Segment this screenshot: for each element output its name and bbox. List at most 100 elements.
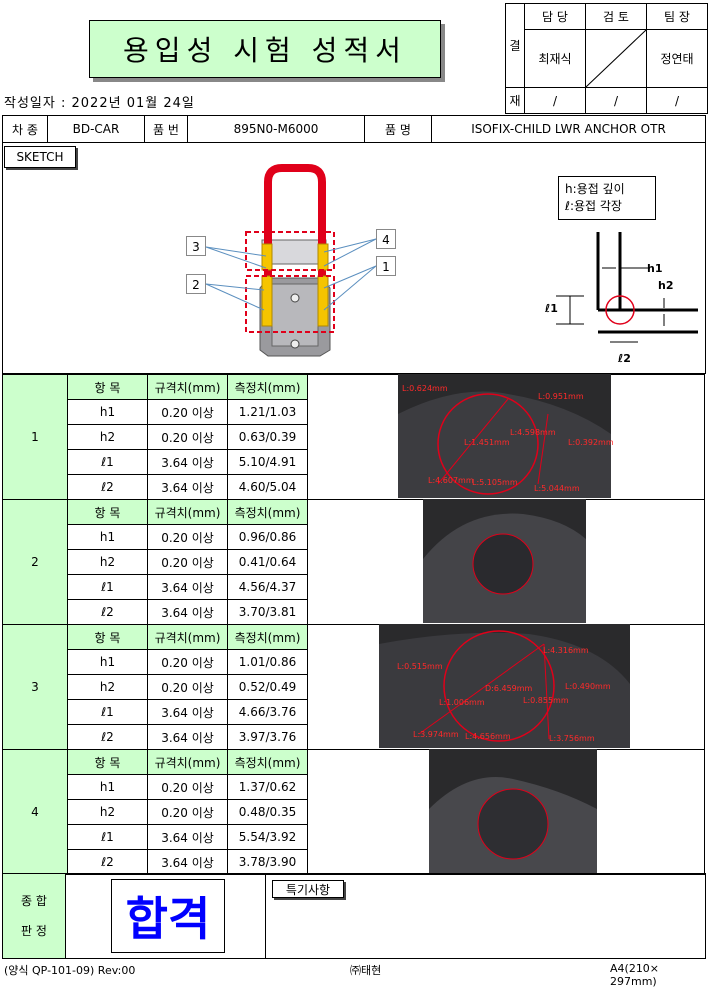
- table-row: ℓ1 3.64 이상 4.66/3.76: [3, 699, 705, 725]
- item-header: 항 목: [67, 499, 148, 525]
- approval-date-staff: /: [524, 87, 586, 114]
- approval-header-review: 검 토: [585, 3, 647, 30]
- cell-measured: 0.41/0.64: [227, 549, 308, 575]
- verdict-label-1: 종 합: [21, 894, 47, 908]
- car-value: BD-CAR: [47, 115, 145, 143]
- cell-measured: 4.66/3.76: [227, 699, 308, 725]
- table-row: h1 0.20 이상 0.96/0.86: [3, 524, 705, 550]
- cell-measured: 3.70/3.81: [227, 599, 308, 625]
- cell-spec: 0.20 이상: [147, 524, 228, 550]
- cell-item: ℓ1: [67, 449, 148, 475]
- footer-form-code: (양식 QP-101-09) Rev:00: [4, 964, 136, 977]
- measured-header: 측정치(mm): [227, 624, 308, 650]
- part-name-value: ISOFIX-CHILD LWR ANCHOR OTR: [431, 115, 706, 143]
- spec-header: 규격치(mm): [147, 374, 228, 400]
- cell-spec: 0.20 이상: [147, 674, 228, 700]
- car-label: 차 종: [2, 115, 48, 143]
- label-l2: ℓ2: [618, 352, 631, 365]
- cell-item: ℓ1: [67, 824, 148, 850]
- cell-item: h2: [67, 799, 148, 825]
- cell-measured: 3.78/3.90: [227, 849, 308, 875]
- cell-spec: 0.20 이상: [147, 424, 228, 450]
- item-header: 항 목: [67, 624, 148, 650]
- table-row: ℓ2 3.64 이상 3.78/3.90: [3, 849, 705, 875]
- cell-spec: 0.20 이상: [147, 774, 228, 800]
- cell-spec: 3.64 이상: [147, 724, 228, 750]
- date-value: 2022년 01월 24일: [71, 96, 195, 111]
- callout-2: 2: [186, 274, 206, 294]
- weld-cross-section-diagram: [556, 232, 698, 343]
- approval-side-label-1: 결: [505, 3, 525, 88]
- item-header: 항 목: [67, 749, 148, 775]
- approval-header-leader: 팀 장: [646, 3, 708, 30]
- group-number: 1: [2, 374, 68, 500]
- verdict-label-cell: 종 합 판 정: [2, 873, 66, 959]
- part-name-label: 품 명: [364, 115, 432, 143]
- measured-header: 측정치(mm): [227, 749, 308, 775]
- cell-spec: 3.64 이상: [147, 574, 228, 600]
- cell-item: ℓ1: [67, 574, 148, 600]
- cell-item: ℓ2: [67, 474, 148, 500]
- cell-measured: 5.10/4.91: [227, 449, 308, 475]
- spec-header: 규격치(mm): [147, 749, 228, 775]
- cell-item: ℓ2: [67, 599, 148, 625]
- label-h1: h1: [647, 262, 663, 275]
- remarks-button[interactable]: 특기사항: [272, 880, 344, 898]
- cell-item: h2: [67, 424, 148, 450]
- cell-item: h2: [67, 549, 148, 575]
- weld-legend: h:용접 깊이 ℓ:용접 각장: [558, 176, 656, 220]
- cell-measured: 4.60/5.04: [227, 474, 308, 500]
- spec-header: 규격치(mm): [147, 499, 228, 525]
- table-row: ℓ1 3.64 이상 5.54/3.92: [3, 824, 705, 850]
- footer-company: ㈜태현: [350, 964, 382, 977]
- cell-spec: 3.64 이상: [147, 824, 228, 850]
- cell-item: ℓ2: [67, 849, 148, 875]
- weld-photo-4: [429, 749, 597, 873]
- group-number: 3: [2, 624, 68, 750]
- cell-measured: 1.37/0.62: [227, 774, 308, 800]
- sketch-area: [2, 142, 706, 374]
- date-line: 작성일자 : 2022년 01월 24일: [4, 92, 195, 111]
- cell-measured: 3.97/3.76: [227, 724, 308, 750]
- cell-spec: 0.20 이상: [147, 549, 228, 575]
- cell-spec: 3.64 이상: [147, 849, 228, 875]
- cell-item: h1: [67, 399, 148, 425]
- item-header: 항 목: [67, 374, 148, 400]
- cell-measured: 0.48/0.35: [227, 799, 308, 825]
- legend-depth: h:용접 깊이: [565, 182, 625, 196]
- footer-paper-size: A4(210× 297mm): [610, 962, 660, 988]
- weld-photo-2: [423, 499, 586, 623]
- table-row: h1 0.20 이상 1.01/0.86: [3, 649, 705, 675]
- approval-header-staff: 담 당: [524, 3, 586, 30]
- table-row: ℓ2 3.64 이상 4.60/5.04: [3, 474, 705, 500]
- measured-header: 측정치(mm): [227, 499, 308, 525]
- part-info-table: 차 종 BD-CAR 품 번 895N0-M6000 품 명 ISOFIX-CH…: [2, 115, 706, 143]
- group-number: 2: [2, 499, 68, 625]
- approval-name-staff: 최재식: [524, 29, 586, 88]
- label-h2: h2: [658, 279, 674, 292]
- verdict-divider: [265, 873, 266, 959]
- group-number: 4: [2, 749, 68, 875]
- table-row: h2 0.20 이상 0.63/0.39: [3, 424, 705, 450]
- table-row: ℓ2 3.64 이상 3.97/3.76: [3, 724, 705, 750]
- sketch-button[interactable]: SKETCH: [4, 146, 76, 168]
- cell-measured: 1.01/0.86: [227, 649, 308, 675]
- approval-name-review: [585, 29, 647, 88]
- part-no-label: 품 번: [144, 115, 188, 143]
- weld-photo-1: [398, 374, 611, 498]
- cell-spec: 3.64 이상: [147, 699, 228, 725]
- cell-item: ℓ1: [67, 699, 148, 725]
- verdict-result: 합격: [111, 879, 225, 953]
- callout-3: 3: [186, 236, 206, 256]
- cell-spec: 3.64 이상: [147, 599, 228, 625]
- callout-1: 1: [376, 256, 396, 276]
- measured-header: 측정치(mm): [227, 374, 308, 400]
- cell-spec: 3.64 이상: [147, 449, 228, 475]
- cell-spec: 0.20 이상: [147, 399, 228, 425]
- cell-item: h1: [67, 649, 148, 675]
- table-row: h1 0.20 이상 1.21/1.03: [3, 399, 705, 425]
- approval-side-label-2: 재: [505, 87, 525, 114]
- date-sep: :: [60, 96, 67, 111]
- cell-measured: 0.96/0.86: [227, 524, 308, 550]
- callout-4: 4: [376, 229, 396, 249]
